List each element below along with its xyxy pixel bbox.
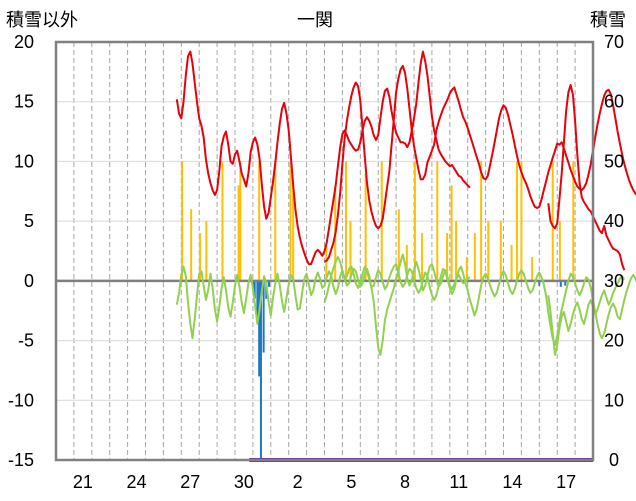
y-right-tick-label: 10 bbox=[604, 390, 624, 410]
bar bbox=[572, 161, 575, 281]
y-right-tick-label: 60 bbox=[604, 92, 624, 112]
x-tick-label: 14 bbox=[502, 472, 522, 492]
bar bbox=[413, 161, 416, 281]
bar bbox=[531, 256, 534, 281]
chart-title: 一関 bbox=[297, 10, 333, 30]
bar bbox=[551, 161, 554, 281]
bar bbox=[450, 185, 453, 281]
y-right-tick-label: 50 bbox=[604, 151, 624, 171]
bar bbox=[349, 221, 352, 281]
x-tick-label: 5 bbox=[346, 472, 356, 492]
bar bbox=[268, 280, 271, 287]
bar bbox=[558, 221, 561, 281]
bar bbox=[510, 245, 513, 281]
bar bbox=[397, 209, 400, 281]
series-line bbox=[547, 84, 626, 271]
x-tick-label: 11 bbox=[449, 472, 468, 492]
y-left-tick-label: 5 bbox=[24, 211, 34, 231]
bar bbox=[515, 161, 518, 281]
series-line bbox=[175, 50, 471, 266]
series-line bbox=[323, 256, 636, 347]
y-left-tick-label: 20 bbox=[14, 32, 34, 52]
series-line bbox=[324, 64, 636, 263]
y-left-tick-label: 15 bbox=[14, 92, 34, 112]
x-tick-label: 27 bbox=[180, 472, 200, 492]
bar bbox=[253, 280, 256, 299]
series-line bbox=[175, 253, 471, 356]
bar bbox=[239, 161, 242, 281]
bar bbox=[538, 280, 541, 286]
x-tick-label: 24 bbox=[127, 472, 147, 492]
bar bbox=[487, 221, 490, 281]
y-left-tick-label: -5 bbox=[18, 331, 34, 351]
bar bbox=[405, 245, 408, 281]
bar bbox=[258, 280, 261, 377]
y-right-tick-label: 30 bbox=[604, 271, 624, 291]
bar bbox=[480, 161, 483, 281]
bar bbox=[205, 221, 208, 281]
bar bbox=[364, 173, 367, 281]
bar bbox=[436, 161, 439, 281]
bar bbox=[237, 185, 240, 281]
x-tick-label: 8 bbox=[400, 472, 410, 492]
bar bbox=[190, 209, 193, 281]
bar bbox=[465, 256, 468, 281]
x-tick-label: 2 bbox=[293, 472, 303, 492]
right-axis-title: 積雪 bbox=[590, 10, 626, 30]
bar bbox=[559, 280, 562, 287]
bar bbox=[221, 161, 224, 281]
bar bbox=[258, 161, 261, 281]
bar bbox=[564, 280, 567, 286]
x-tick-label: 17 bbox=[556, 472, 576, 492]
left-axis-title: 積雪以外 bbox=[6, 10, 78, 30]
y-left-tick-label: 0 bbox=[24, 271, 34, 291]
bar bbox=[199, 233, 202, 281]
y-right-tick-label: 20 bbox=[604, 331, 624, 351]
x-tick-label: 21 bbox=[73, 472, 93, 492]
bar bbox=[325, 245, 328, 281]
bar bbox=[262, 280, 265, 353]
bar bbox=[473, 233, 476, 281]
bar bbox=[289, 161, 292, 281]
bar bbox=[274, 161, 277, 281]
y-left-tick-label: 10 bbox=[14, 151, 34, 171]
bar bbox=[455, 221, 458, 281]
bar bbox=[499, 221, 502, 281]
y-right-tick-label: 40 bbox=[604, 211, 624, 231]
bar bbox=[181, 161, 184, 281]
bar bbox=[421, 233, 424, 281]
series-line bbox=[547, 275, 626, 356]
bar bbox=[344, 161, 347, 281]
y-right-tick-label: 0 bbox=[609, 450, 619, 470]
x-tick-label: 30 bbox=[234, 472, 254, 492]
y-left-tick-label: -15 bbox=[8, 450, 34, 470]
bar bbox=[446, 233, 449, 281]
y-left-tick-label: -10 bbox=[8, 390, 34, 410]
y-right-tick-label: 70 bbox=[604, 32, 624, 52]
bar bbox=[256, 280, 259, 323]
bar bbox=[292, 185, 295, 281]
bar bbox=[520, 161, 523, 281]
plot-border bbox=[54, 40, 595, 462]
bar bbox=[259, 280, 262, 460]
